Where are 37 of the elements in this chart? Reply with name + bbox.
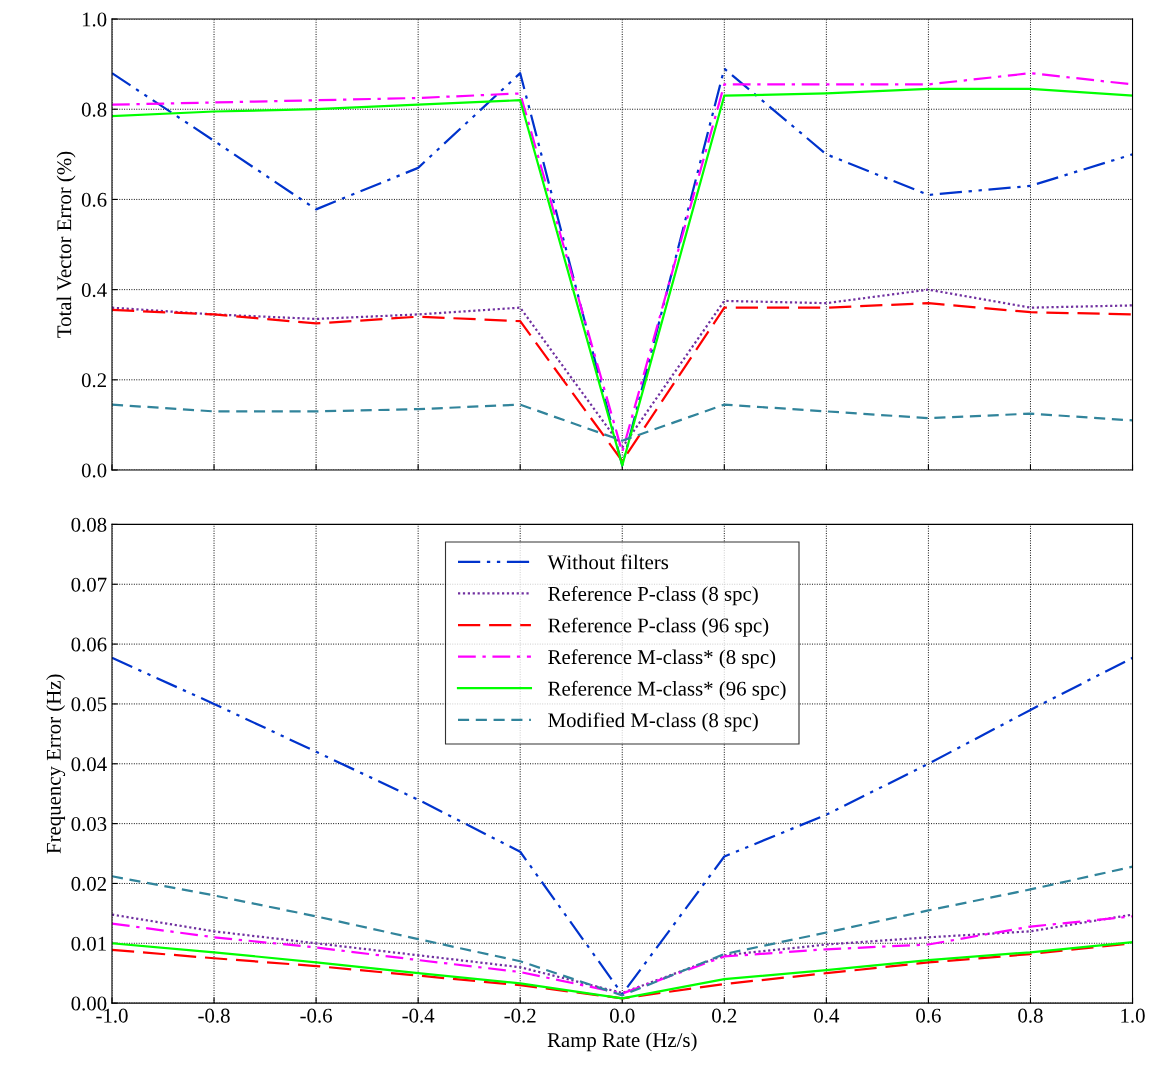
legend-label: Reference P-class (96 spc) <box>548 617 769 637</box>
y-tick-label: 0.4 <box>81 283 107 298</box>
x-tick-label: 0.0 <box>610 1008 635 1023</box>
y-tick-label: 0.0 <box>81 463 107 478</box>
x-tick-label: 1.0 <box>1121 1008 1145 1023</box>
y-tick-label: 0.6 <box>81 192 107 207</box>
y-axis-title: Total Vector Error (%) <box>56 151 76 338</box>
x-tick-label: -0.6 <box>300 1008 332 1023</box>
legend-label: Reference M-class* (96 spc) <box>548 680 786 700</box>
line-series <box>111 302 1133 463</box>
y-tick-label: 0.01 <box>71 936 106 951</box>
y-tick-label: 0.03 <box>71 816 107 832</box>
x-tick-label: -0.2 <box>504 1008 536 1023</box>
legend-label: Reference P-class (8 spc) <box>548 586 758 606</box>
legend-label: Modified M-class (8 spc) <box>548 712 758 732</box>
x-tick-label: 0.8 <box>1018 1008 1043 1023</box>
y-tick-label: 0.08 <box>71 517 107 532</box>
y-tick-label: 1.0 <box>82 12 107 27</box>
y-tick-label: 0.8 <box>81 102 107 117</box>
y-tick-label: 0.07 <box>71 577 107 592</box>
line-series <box>111 403 1133 442</box>
y-tick-label: 0.2 <box>81 373 106 388</box>
x-tick-label: 0.2 <box>712 1008 737 1023</box>
x-tick-label: -0.4 <box>402 1008 435 1023</box>
line-series <box>111 865 1133 997</box>
x-tick-label: 0.4 <box>814 1008 840 1023</box>
y-tick-label: 0.04 <box>71 757 107 772</box>
line-series <box>111 288 1133 449</box>
x-tick-label: -0.8 <box>198 1008 230 1023</box>
x-tick-label: 0.6 <box>916 1008 941 1023</box>
x-axis-title: Ramp Rate (Hz/s) <box>547 1032 697 1052</box>
legend-label: Reference M-class* (8 spc) <box>548 649 776 669</box>
y-tick-label: 0.05 <box>71 697 107 712</box>
y-tick-label: 0.06 <box>71 637 107 652</box>
legend-label: Without filters <box>547 554 669 570</box>
y-tick-label: 0.02 <box>71 876 106 891</box>
y-axis-title: Frequency Error (Hz) <box>46 674 66 854</box>
